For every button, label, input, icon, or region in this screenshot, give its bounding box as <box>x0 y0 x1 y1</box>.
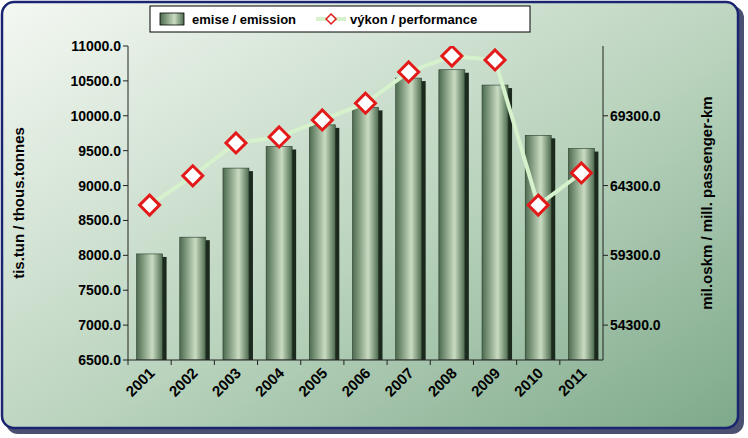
x-tick <box>559 360 560 365</box>
y-tick <box>123 185 128 186</box>
y2-tick-label: 59300.0 <box>610 247 661 263</box>
x-tick-label: 2003 <box>208 364 244 400</box>
legend-label: emise / emission <box>192 12 296 27</box>
x-tick-label: 2005 <box>295 364 331 400</box>
y-axis <box>128 46 129 360</box>
bar <box>266 146 292 360</box>
y-tick-label: 11000.0 <box>71 38 121 54</box>
x-tick-label: 2002 <box>165 364 201 400</box>
chart: 6500.0 7000.0 7500.0 8000.0 8500.0 9000.0 9500… <box>0 0 748 438</box>
x-tick <box>516 360 517 365</box>
marker <box>140 195 160 215</box>
x-tick <box>343 360 344 365</box>
x-tick-label: 2001 <box>122 364 158 400</box>
y-tick-label: 9500.0 <box>78 143 121 159</box>
y2-tick-label: 54300.0 <box>610 317 661 333</box>
y-tick <box>123 360 128 361</box>
y-tick <box>123 115 128 116</box>
y2-tick-label: 64300.0 <box>610 178 661 194</box>
y2-tick <box>603 115 608 116</box>
x-tick-label: 2008 <box>424 364 460 400</box>
y-tick-label: 6500.0 <box>78 352 121 368</box>
y-tick <box>123 220 128 221</box>
marker <box>312 110 332 130</box>
marker <box>226 133 246 153</box>
y2-tick-label: 69300.0 <box>610 108 661 124</box>
x-tick <box>171 360 172 365</box>
y2-tick <box>603 185 608 186</box>
x-tick-label: 2010 <box>511 364 547 400</box>
marker <box>183 166 203 186</box>
bar <box>396 78 422 360</box>
y-tick <box>123 46 128 47</box>
x-tick <box>300 360 301 365</box>
bar <box>137 254 163 360</box>
x-tick-label: 2006 <box>338 364 374 400</box>
y2-axis-title: mil.oskm / mill. passenger-km <box>698 96 715 309</box>
legend-swatch <box>160 13 184 25</box>
x-tick <box>473 360 474 365</box>
x-tick <box>430 360 431 365</box>
marker <box>528 195 548 215</box>
x-tick-label: 2011 <box>554 364 589 399</box>
x-tick-label: 2007 <box>381 364 417 400</box>
y-axis-title: tis.tun / thous.tonnes <box>10 127 27 279</box>
y-tick <box>123 290 128 291</box>
y2-tick <box>603 255 608 256</box>
bar <box>482 85 508 360</box>
x-tick-label: 2009 <box>468 364 504 400</box>
bar <box>353 107 379 360</box>
bar <box>439 70 465 360</box>
marker <box>571 163 591 183</box>
y-tick <box>123 150 128 151</box>
x-tick <box>214 360 215 365</box>
frame <box>2 2 738 428</box>
plot <box>137 46 599 360</box>
y-tick <box>123 325 128 326</box>
legend-box <box>150 6 530 32</box>
x-tick <box>128 360 129 365</box>
y2-axis <box>603 46 604 360</box>
x-axis <box>128 360 603 361</box>
marker <box>399 62 419 82</box>
legend: emise / emission výkon / performance <box>150 6 530 32</box>
x-tick-label: 2004 <box>252 364 288 400</box>
y-tick-label: 10500.0 <box>70 73 121 89</box>
y-tick-label: 7500.0 <box>78 282 121 298</box>
bar <box>180 237 206 360</box>
bar <box>223 168 249 360</box>
legend-label: výkon / performance <box>350 12 477 27</box>
y-tick <box>123 80 128 81</box>
y-tick <box>123 255 128 256</box>
x-tick <box>257 360 258 365</box>
marker <box>442 46 462 66</box>
x-tick <box>387 360 388 365</box>
y-tick-label: 10000.0 <box>70 108 121 124</box>
legend-marker <box>326 14 336 24</box>
line <box>150 56 582 205</box>
y-tick-label: 7000.0 <box>78 317 121 333</box>
marker <box>356 93 376 113</box>
bar <box>309 125 335 360</box>
marker <box>485 50 505 70</box>
y-tick-label: 8500.0 <box>78 212 121 228</box>
y-tick-label: 9000.0 <box>78 178 121 194</box>
y-tick-label: 8000.0 <box>78 247 121 263</box>
y2-tick <box>603 325 608 326</box>
marker <box>269 127 289 147</box>
